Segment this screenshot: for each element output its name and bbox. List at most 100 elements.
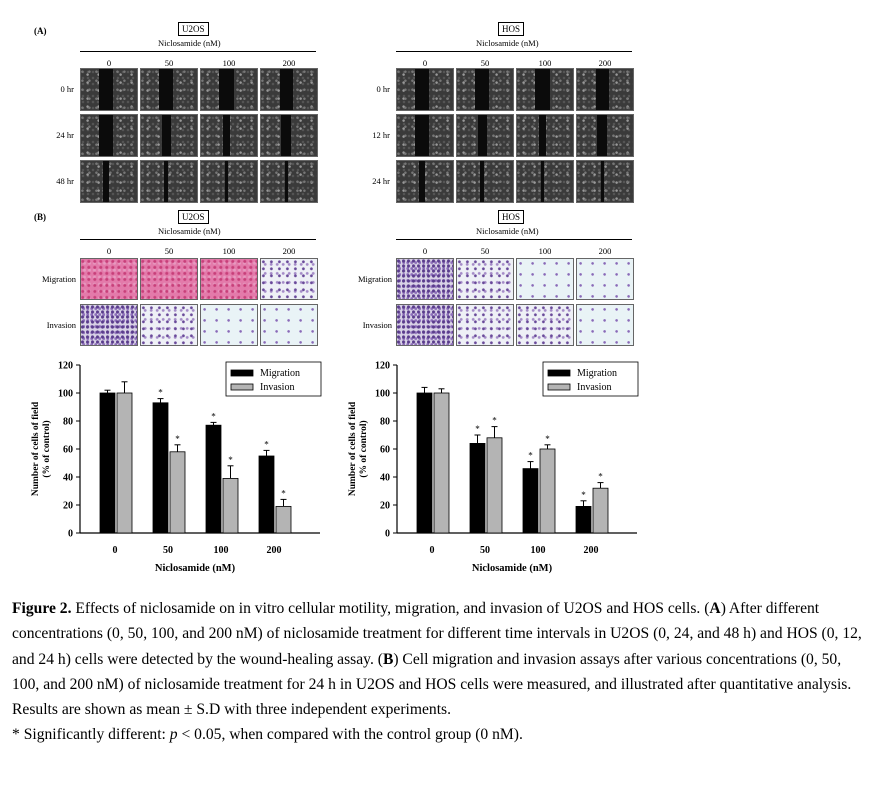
hos-wound-drug-label: Niclosamide (nM) — [476, 38, 539, 48]
caption-b-text: ) Cell migration and invasion assays aft… — [12, 650, 852, 719]
u2os-transwell-conc-label: 200 — [282, 246, 296, 256]
bar-migration — [152, 402, 169, 534]
u2os-conc-label: 100 — [222, 58, 236, 68]
y-axis-label-line2: (% of control) — [41, 420, 52, 477]
hos-wound-gap — [534, 69, 550, 110]
y-tick-label: 60 — [63, 445, 73, 456]
u2os-migration-image — [260, 258, 318, 300]
u2os-wound-gap — [99, 69, 113, 110]
u2os-wound-image — [80, 68, 138, 111]
u2os-bar-chart: 0 20 40 60 80 100 120 Number of cells of field(… — [31, 361, 322, 574]
hos-wound-image — [576, 68, 634, 111]
hos-wound-image — [516, 68, 574, 111]
y-tick-label: 40 — [63, 473, 73, 484]
u2os-wound-image — [140, 114, 198, 157]
y-tick-label: 80 — [380, 417, 390, 428]
y-tick-label: 100 — [375, 389, 390, 400]
u2os-invasion-image — [140, 304, 198, 346]
u2os-invasion-image — [80, 304, 138, 346]
legend-label-invasion: Invasion — [577, 382, 611, 393]
y-tick-label: 0 — [385, 529, 390, 540]
hos-wound-gap — [597, 115, 607, 156]
y-tick-label: 20 — [380, 501, 390, 512]
u2os-wound-image — [200, 160, 258, 203]
bar-invasion — [539, 448, 556, 534]
significance-mark: * — [158, 388, 163, 398]
bar-migration — [522, 468, 539, 534]
hos-wound-gap — [419, 161, 425, 202]
x-axis-label: Niclosamide (nM) — [472, 563, 553, 574]
x-tick-label: 200 — [584, 545, 599, 556]
x-tick-label: 50 — [163, 545, 173, 556]
hos-time-label: 0 hr — [376, 84, 390, 94]
hos-bar-chart: 0 20 40 60 80 100 120 Number of cells of field(… — [348, 361, 639, 574]
legend-swatch-migration — [547, 369, 571, 377]
u2os-wound-image — [140, 160, 198, 203]
y-axis-label: Number of cells of field(% of control) — [31, 401, 52, 496]
u2os-invasion-image — [260, 304, 318, 346]
x-tick-label: 0 — [113, 545, 118, 556]
x-tick-label: 100 — [214, 545, 229, 556]
hos-wound-gap — [540, 161, 544, 202]
y-tick-label: 120 — [58, 361, 73, 372]
u2os-wound-image — [200, 114, 258, 157]
u2os-wound-gap — [224, 161, 228, 202]
hos-wound-image — [576, 160, 634, 203]
hos-invasion-image — [576, 304, 634, 346]
y-tick-label: 80 — [63, 417, 73, 428]
panel-b-label: (B) — [34, 212, 46, 222]
bar-invasion — [592, 487, 609, 534]
legend-swatch-migration — [230, 369, 254, 377]
bar-invasion — [433, 392, 450, 534]
u2os-wound-gap — [218, 69, 234, 110]
x-tick-label: 200 — [267, 545, 282, 556]
u2os-transwell-conc-label: 100 — [222, 246, 236, 256]
caption-note-pre: * Significantly different: — [12, 726, 170, 744]
hos-invasion-image — [456, 304, 514, 346]
hos-wound-label: HOS — [498, 22, 525, 36]
panel-a-label: (A) — [34, 26, 47, 36]
bar-invasion — [222, 478, 239, 534]
u2os-conc-label: 0 — [106, 58, 112, 68]
hos-wound-image — [456, 114, 514, 157]
hos-time-label: 12 hr — [372, 130, 390, 140]
caption-a-text: ) After different concentrations (0, 50,… — [12, 600, 862, 668]
hos-assay-label: Invasion — [362, 320, 392, 330]
y-tick-label: 40 — [380, 473, 390, 484]
u2os-wound-gap — [99, 115, 113, 156]
hos-wound-gap — [595, 69, 609, 110]
legend-label-migration: Migration — [577, 368, 617, 379]
u2os-transwell-rule — [80, 239, 316, 240]
significance-mark: * — [281, 488, 286, 498]
legend-label-migration: Migration — [260, 368, 300, 379]
x-axis-label: Niclosamide (nM) — [155, 563, 236, 574]
u2os-conc-label: 50 — [164, 58, 174, 68]
significance-mark: * — [492, 416, 497, 426]
caption-note-p: p — [169, 726, 178, 744]
hos-wound-image — [516, 114, 574, 157]
hos-transwell-conc-label: 200 — [598, 246, 612, 256]
bar-migration — [469, 443, 486, 534]
u2os-transwell-conc-label: 0 — [106, 246, 112, 256]
hos-wound-gap — [600, 161, 604, 202]
y-tick-label: 60 — [380, 445, 390, 456]
hos-invasion-image — [516, 304, 574, 346]
legend-swatch-invasion — [547, 383, 571, 391]
u2os-wound-rule — [80, 51, 316, 52]
u2os-conc-label: 200 — [282, 58, 296, 68]
y-tick-label: 100 — [58, 389, 73, 400]
u2os-migration-image — [80, 258, 138, 300]
bar-migration — [416, 392, 433, 534]
figure-caption: Figure 2. Effects of niclosamide on in v… — [12, 596, 867, 748]
u2os-migration-image — [140, 258, 198, 300]
hos-wound-gap — [415, 115, 429, 156]
u2os-wound-image — [80, 114, 138, 157]
u2os-invasion-image — [200, 304, 258, 346]
u2os-wound-gap — [281, 115, 291, 156]
u2os-wound-image — [260, 160, 318, 203]
bar-migration — [258, 455, 275, 534]
u2os-wound-image — [260, 68, 318, 111]
u2os-wound-drug-label: Niclosamide (nM) — [158, 38, 221, 48]
hos-wound-image — [396, 160, 454, 203]
u2os-wound-gap — [159, 69, 173, 110]
